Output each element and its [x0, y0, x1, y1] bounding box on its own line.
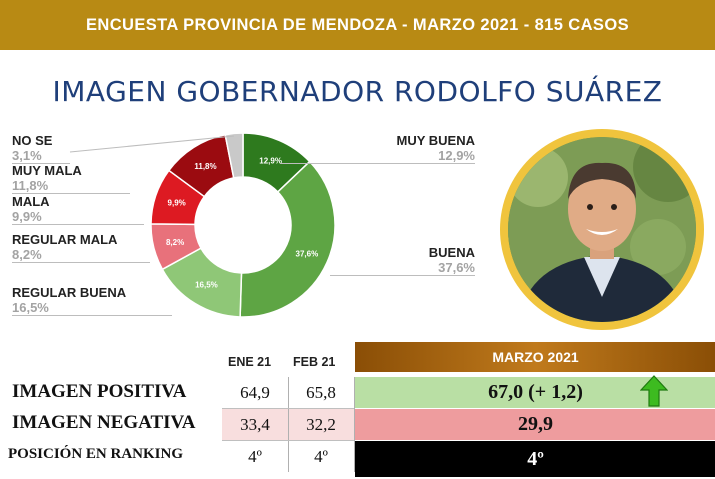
- cell-ranking-feb: 4º: [314, 446, 328, 466]
- arrow-up-icon: [640, 375, 668, 407]
- donut-slice: [224, 132, 244, 179]
- slice-value-label: 37,6%: [296, 250, 319, 259]
- row-divider: [222, 408, 354, 409]
- governor-portrait: [500, 129, 704, 330]
- legend-no-se: NO SE 3,1%: [12, 133, 52, 163]
- row-divider: [222, 440, 354, 441]
- cell-negative-feb: 32,2: [306, 414, 336, 434]
- legend-underline: [12, 315, 172, 316]
- legend-name: MUY BUENA: [396, 133, 476, 148]
- slice-value-label: 12,9%: [259, 157, 282, 166]
- legend-name: BUENA: [428, 245, 475, 260]
- donut-slice: [239, 160, 336, 318]
- col-header-marzo: MARZO 2021: [355, 342, 715, 372]
- cell-negative-ene: 33,4: [240, 414, 270, 434]
- leader-line: [69, 135, 235, 153]
- legend-name: REGULAR MALA: [12, 232, 118, 247]
- row-label-ranking: POSICIÓN EN RANKING: [8, 446, 184, 462]
- legend-pct: 3,1%: [12, 148, 42, 163]
- column-divider: [288, 377, 289, 472]
- legend-pct: 16,5%: [12, 300, 49, 315]
- legend-name: MUY MALA: [12, 163, 82, 178]
- legend-name: MALA: [12, 194, 50, 209]
- legend-pct: 12,9%: [438, 148, 475, 163]
- legend-pct: 8,2%: [12, 247, 42, 262]
- legend-underline: [12, 262, 150, 263]
- slice-value-label: 9,9%: [168, 199, 186, 208]
- legend-name: REGULAR BUENA: [12, 285, 127, 300]
- slice-value-label: 8,2%: [166, 238, 184, 247]
- survey-banner: ENCUESTA PROVINCIA DE MENDOZA - MARZO 20…: [0, 0, 715, 50]
- legend-pct: 11,8%: [12, 178, 49, 193]
- legend-muy-buena: MUY BUENA 12,9%: [397, 133, 476, 163]
- chart-title: IMAGEN GOBERNADOR RODOLFO SUÁREZ: [52, 75, 663, 108]
- cell-positive-ene: 64,9: [240, 382, 270, 402]
- row-label-positive: IMAGEN POSITIVA: [12, 381, 187, 402]
- col-header-feb: FEB 21: [293, 355, 336, 369]
- legend-underline: [12, 193, 130, 194]
- legend-underline: [12, 224, 144, 225]
- row-label-negative: IMAGEN NEGATIVA: [12, 412, 196, 433]
- slice-value-label: 16,5%: [195, 281, 218, 290]
- legend-mala: MALA 9,9%: [12, 194, 50, 224]
- cell-positive-feb: 65,8: [306, 382, 336, 402]
- legend-muy-mala: MUY MALA 11,8%: [12, 163, 82, 193]
- legend-underline: [280, 163, 475, 164]
- legend-underline: [12, 163, 70, 164]
- slice-value-label: 11,8%: [194, 162, 216, 171]
- legend-regular-buena: REGULAR BUENA 16,5%: [12, 285, 126, 315]
- portrait-illustration: [508, 137, 696, 322]
- cell-negative-marzo: 29,9: [355, 409, 715, 440]
- cell-ranking-marzo: 4º: [355, 441, 715, 477]
- legend-buena: BUENA 37,6%: [429, 245, 475, 275]
- legend-pct: 37,6%: [438, 260, 475, 275]
- col-header-ene: ENE 21: [228, 355, 272, 369]
- cell-ranking-ene: 4º: [248, 446, 262, 466]
- column-divider: [354, 377, 355, 472]
- legend-name: NO SE: [12, 133, 53, 148]
- legend-underline: [330, 275, 475, 276]
- legend-regular-mala: REGULAR MALA 8,2%: [12, 232, 117, 262]
- legend-pct: 9,9%: [12, 209, 42, 224]
